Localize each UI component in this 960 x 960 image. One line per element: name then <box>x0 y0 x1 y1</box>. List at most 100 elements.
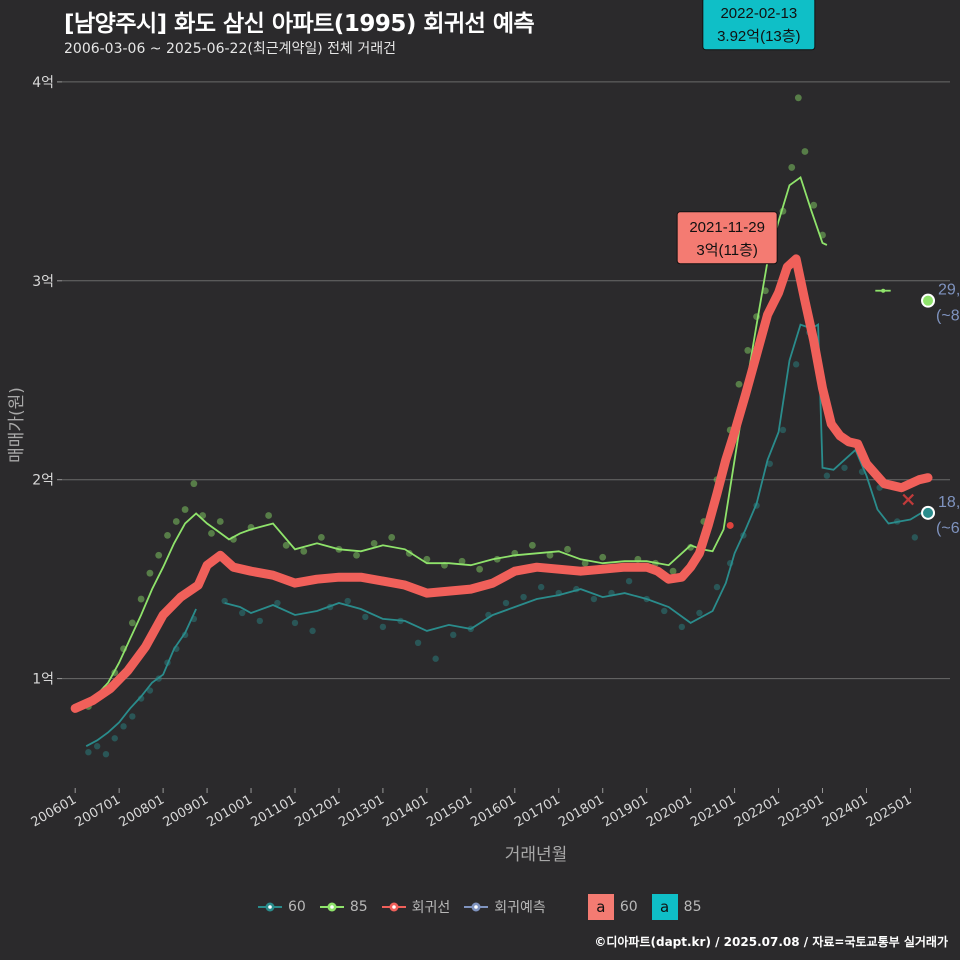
flagged-point <box>726 521 734 529</box>
annotation-box-0 <box>702 0 816 51</box>
line-layer <box>70 175 933 747</box>
end-point-0 <box>921 293 936 308</box>
scatter-point-60 <box>102 750 110 758</box>
x-tick-label: 200601 <box>29 792 79 830</box>
scatter-point-60 <box>274 599 281 607</box>
x-tick-label: 201101 <box>249 792 299 830</box>
scatter-point-60 <box>239 609 246 617</box>
scatter-point-85 <box>564 545 571 553</box>
legend-item-85: 85 <box>319 899 368 915</box>
scatter-point-85 <box>164 531 171 539</box>
scatter-point-85 <box>794 94 802 102</box>
scatter-point-85 <box>300 547 308 555</box>
y-tick-label: 1억 <box>32 672 54 688</box>
scatter-point-60 <box>779 426 787 434</box>
scatter-point-85 <box>669 567 677 575</box>
end-area-label: (~60㎡) <box>936 519 960 537</box>
scatter-layer <box>84 94 919 758</box>
scatter-point-85 <box>181 506 189 513</box>
x-tick-label: 200901 <box>161 792 211 830</box>
scatter-point-60 <box>129 713 136 720</box>
scatter-point-60 <box>625 577 633 585</box>
scatter-point-60 <box>766 460 773 467</box>
scatter-point-85 <box>137 595 145 603</box>
x-tick-label: 202001 <box>644 792 694 830</box>
scatter-point-60 <box>502 599 510 607</box>
scatter-point-60 <box>85 748 92 756</box>
scatter-point-60 <box>823 472 831 479</box>
x-tick-label: 201901 <box>600 792 650 830</box>
chart-title: [남양주시] 화도 삼신 아파트(1995) 회귀선 예측 <box>64 11 535 37</box>
legend-item-prediction: 회귀예측 <box>464 897 546 917</box>
scatter-point-60 <box>537 583 545 591</box>
scatter-point-85 <box>388 533 396 541</box>
annotation-date-1: 2021-11-29 <box>689 219 765 236</box>
scatter-point-85 <box>761 287 769 295</box>
scatter-point-60 <box>678 623 686 631</box>
x-tick-label: 200701 <box>73 792 123 830</box>
legend-box-item-60: a 60 <box>587 894 638 920</box>
caption: ©디아파트(dapt.kr) / 2025.07.08 / 자료=국토교통부 실… <box>594 935 948 949</box>
x-tick-label: 202201 <box>732 792 782 830</box>
scatter-point-85 <box>208 530 215 537</box>
y-tick-label: 3억 <box>32 274 54 290</box>
scatter-point-85 <box>216 518 224 525</box>
scatter-point-60 <box>696 609 703 617</box>
scatter-point-60 <box>309 627 316 635</box>
series-line-60 <box>85 608 197 747</box>
scatter-point-85 <box>423 555 431 563</box>
scatter-point-85 <box>190 480 198 488</box>
scatter-point-60 <box>841 464 848 471</box>
legend-box-label-85: 85 <box>683 899 702 915</box>
scatter-point-85 <box>801 148 809 155</box>
legend-swatch-prediction <box>464 902 489 912</box>
scatter-point-60 <box>432 655 439 662</box>
end-point-1 <box>921 505 936 520</box>
scatter-point-60 <box>291 619 299 627</box>
legend-label-85: 85 <box>349 899 368 915</box>
scatter-point-60 <box>713 583 721 591</box>
end-value-label: 29,000 <box>938 282 960 299</box>
x-tick-label: 201601 <box>468 792 518 830</box>
scatter-point-85 <box>353 551 360 559</box>
scatter-point-85 <box>265 512 273 519</box>
end-value-label: 18,333 <box>938 494 960 511</box>
scatter-point-85 <box>458 557 466 565</box>
scatter-point-85 <box>172 518 180 525</box>
annotation-date-0: 2022-02-13 <box>720 5 797 22</box>
scatter-point-85 <box>317 533 325 541</box>
y-tick-label: 4억 <box>32 75 54 91</box>
legend-swatch-regression <box>381 902 406 912</box>
y-tick-label: 2억 <box>32 473 54 489</box>
scatter-point-60 <box>111 735 118 742</box>
x-tick-label: 201501 <box>424 792 474 830</box>
series-point-85-recent <box>881 288 886 293</box>
scatter-point-85 <box>546 551 554 559</box>
x-tick-label: 201701 <box>512 792 562 830</box>
scatter-point-60 <box>344 597 351 605</box>
legend-swatch-85 <box>319 902 344 912</box>
x-tick-label: 202401 <box>820 792 870 830</box>
scatter-point-60 <box>590 595 598 603</box>
legend-item-regression: 회귀선 <box>381 897 451 917</box>
legend-swatch-60 <box>258 902 282 912</box>
x-tick-label: 201201 <box>292 792 342 830</box>
scatter-point-60 <box>661 607 668 615</box>
scatter-point-85 <box>581 559 589 567</box>
x-tick-label: 201301 <box>336 792 386 830</box>
scatter-point-85 <box>788 164 796 171</box>
chart-subtitle: 2006-03-06 ~ 2025-06-22(최근계약일) 전체 거래건 <box>64 41 396 57</box>
scatter-point-60 <box>146 687 154 694</box>
legend-label-regression: 회귀선 <box>411 900 451 916</box>
scatter-point-85 <box>146 569 154 577</box>
x-tick-label: 201001 <box>205 792 255 830</box>
legend-box-60: a <box>587 894 614 920</box>
series-line-60 <box>224 323 922 632</box>
scatter-point-85 <box>128 619 136 627</box>
scatter-point-60 <box>120 723 127 730</box>
legend-box-label-60: 60 <box>619 899 638 915</box>
grid-layer <box>62 81 950 680</box>
legend-box-item-85: a 85 <box>651 894 702 920</box>
scatter-point-85 <box>476 565 484 573</box>
